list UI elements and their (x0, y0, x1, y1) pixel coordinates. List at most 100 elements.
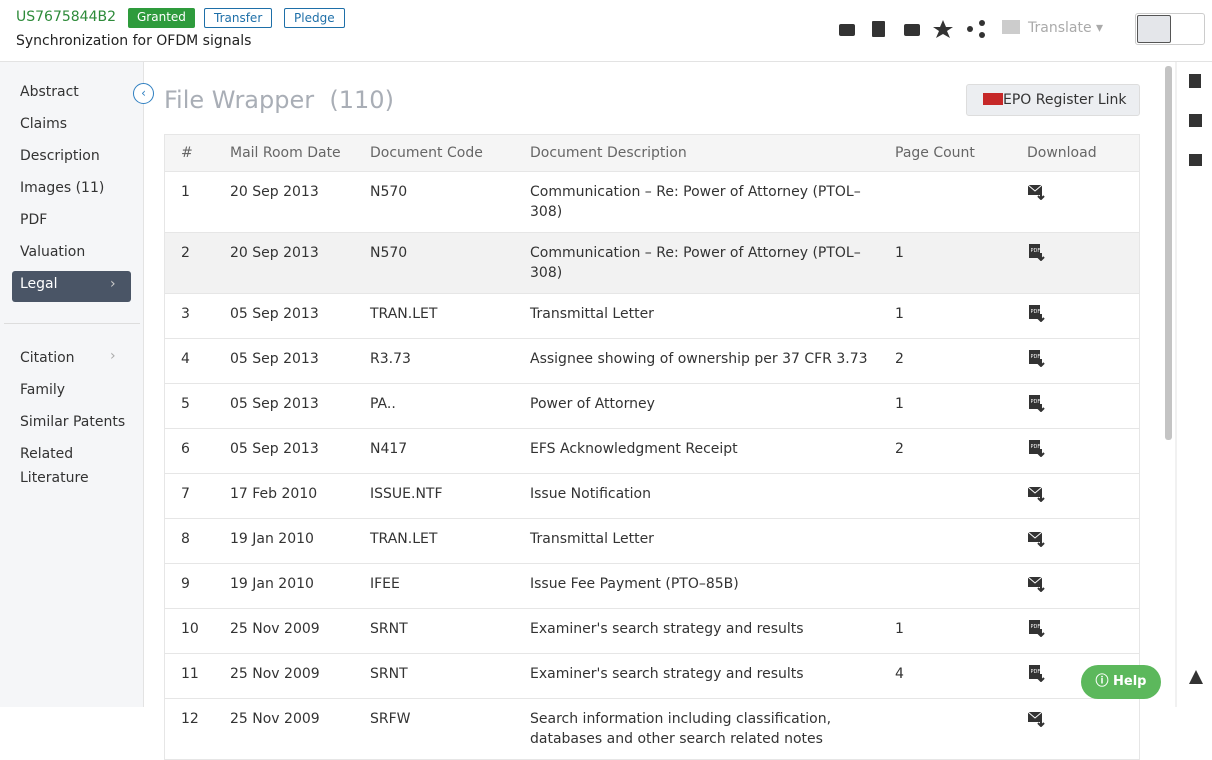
cell-date: 25 Nov 2009 (230, 619, 370, 643)
nav-item[interactable]: Legal (20, 276, 58, 292)
cell-pages (895, 709, 1025, 749)
cell-code: SRNT (370, 664, 530, 688)
cell-date: 05 Sep 2013 (230, 349, 370, 373)
heading: File Wrapper (110) (164, 86, 394, 114)
nav-item[interactable]: Claims (20, 116, 67, 132)
cell-date: 25 Nov 2009 (230, 709, 370, 749)
download-icon[interactable]: PDF (1025, 304, 1135, 328)
status-badge: Granted (128, 8, 195, 28)
cell-date: 17 Feb 2010 (230, 484, 370, 508)
download-icon[interactable] (1025, 182, 1135, 222)
nav-item[interactable]: Family (20, 378, 130, 402)
cell-description: Search information including classificat… (530, 709, 895, 749)
table-row: 1125 Nov 2009SRNTExaminer's search strat… (165, 654, 1139, 699)
download-icon[interactable]: PDF (1025, 243, 1135, 283)
table-row: 819 Jan 2010TRAN.LETTransmittal Letter (165, 519, 1139, 564)
cell-pages: 1 (895, 304, 1025, 328)
header: US7675844B2 Granted Transfer Pledge Sync… (0, 0, 1212, 62)
nav-item[interactable]: Description (20, 148, 100, 164)
cell-description: Assignee showing of ownership per 37 CFR… (530, 349, 895, 373)
cell-pages (895, 574, 1025, 598)
cell-no: 11 (165, 664, 230, 688)
download-icon[interactable]: PDF (1025, 619, 1135, 643)
collapse-button[interactable]: ‹ (133, 83, 154, 104)
nav-item[interactable]: PDF (20, 212, 47, 228)
tag[interactable]: Transfer (204, 8, 272, 28)
svg-text:PDF: PDF (1031, 624, 1041, 630)
cell-no: 10 (165, 619, 230, 643)
cell-pages: 2 (895, 349, 1025, 373)
cell-pages (895, 484, 1025, 508)
cell-description: Issue Fee Payment (PTO–85B) (530, 574, 895, 598)
cell-code: TRAN.LET (370, 304, 530, 328)
cell-code: SRFW (370, 709, 530, 749)
count: (110) (329, 86, 394, 114)
cell-no: 2 (165, 243, 230, 283)
cell-no: 6 (165, 439, 230, 463)
svg-text:PDF: PDF (1031, 354, 1041, 360)
cell-date: 19 Jan 2010 (230, 574, 370, 598)
cell-date: 20 Sep 2013 (230, 182, 370, 222)
translate-label: Translate (1028, 20, 1092, 36)
cell-description: Communication – Re: Power of Attorney (P… (530, 243, 895, 283)
cell-description: Examiner's search strategy and results (530, 664, 895, 688)
nav-item[interactable]: Images (11) (20, 180, 104, 196)
svg-text:PDF: PDF (1031, 669, 1041, 675)
svg-text:PDF: PDF (1031, 444, 1041, 450)
patent-number: US7675844B2 (16, 9, 116, 25)
cell-description: Transmittal Letter (530, 529, 895, 553)
register-button[interactable]: EPO Register Link (966, 84, 1140, 116)
column-header: Document Description (530, 143, 895, 163)
help-label: Help (1113, 674, 1146, 689)
cell-code: N570 (370, 243, 530, 283)
cell-no: 12 (165, 709, 230, 749)
column-header: Page Count (895, 143, 1025, 163)
cell-code: R3.73 (370, 349, 530, 373)
cell-description: Issue Notification (530, 484, 895, 508)
download-icon[interactable]: PDF (1025, 394, 1135, 418)
table-row: 505 Sep 2013PA..Power of Attorney1PDF (165, 384, 1139, 429)
cell-no: 3 (165, 304, 230, 328)
nav-item[interactable]: Abstract (20, 84, 79, 100)
download-icon[interactable] (1025, 529, 1135, 553)
download-icon[interactable] (1025, 709, 1135, 749)
chevron: › (110, 276, 116, 292)
nav-item[interactable]: Related Literature (20, 442, 130, 490)
cell-pages (895, 529, 1025, 553)
cell-pages: 4 (895, 664, 1025, 688)
column-header: Document Code (370, 143, 530, 163)
cell-pages (895, 182, 1025, 222)
cell-no: 8 (165, 529, 230, 553)
download-icon[interactable]: PDF (1025, 349, 1135, 373)
help-button[interactable]: ⓘ Help (1081, 665, 1161, 699)
download-icon[interactable]: PDF (1025, 439, 1135, 463)
cell-code: N417 (370, 439, 530, 463)
svg-text:PDF: PDF (1031, 309, 1041, 315)
cell-no: 7 (165, 484, 230, 508)
cell-code: SRNT (370, 619, 530, 643)
table-row: 919 Jan 2010IFEEIssue Fee Payment (PTO–8… (165, 564, 1139, 609)
cell-no: 4 (165, 349, 230, 373)
cell-no: 5 (165, 394, 230, 418)
toolbar-icons[interactable] (836, 18, 996, 42)
svg-text:PDF: PDF (1031, 399, 1041, 405)
cell-code: TRAN.LET (370, 529, 530, 553)
nav-item[interactable]: Similar Patents (20, 410, 130, 434)
right-rail (1160, 62, 1212, 707)
nav-item[interactable]: Valuation (20, 244, 85, 260)
register-label: EPO Register Link (1003, 92, 1127, 108)
download-icon[interactable] (1025, 484, 1135, 508)
cell-description: EFS Acknowledgment Receipt (530, 439, 895, 463)
cell-date: 20 Sep 2013 (230, 243, 370, 283)
view-toggle[interactable] (1135, 13, 1205, 45)
table-row: 120 Sep 2013N570Communication – Re: Powe… (165, 172, 1139, 233)
cell-description: Examiner's search strategy and results (530, 619, 895, 643)
cell-pages: 1 (895, 243, 1025, 283)
table-row: 605 Sep 2013N417EFS Acknowledgment Recei… (165, 429, 1139, 474)
translate[interactable]: Translate ▾ (1002, 20, 1103, 36)
cell-no: 1 (165, 182, 230, 222)
tag[interactable]: Pledge (284, 8, 345, 28)
cell-date: 19 Jan 2010 (230, 529, 370, 553)
download-icon[interactable] (1025, 574, 1135, 598)
patent-title: Synchronization for OFDM signals (16, 33, 251, 49)
